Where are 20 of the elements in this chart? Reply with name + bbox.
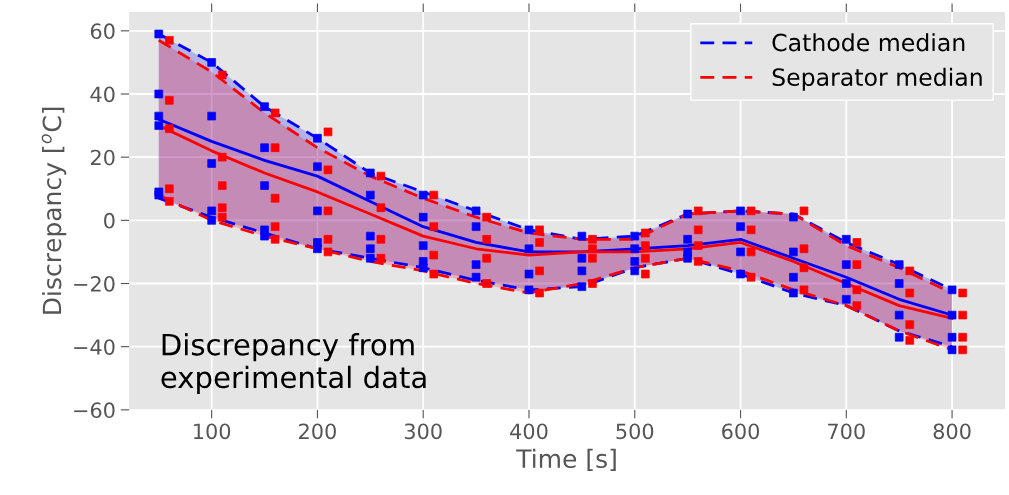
x-tick-label: 800	[933, 423, 971, 440]
x-tick-label: 300	[404, 423, 442, 440]
y-tick-label: −40	[74, 339, 115, 355]
legend-label: Cathode median	[772, 33, 965, 52]
y-tick-label: −60	[74, 402, 115, 419]
y-tick-label: 0	[104, 212, 115, 229]
x-tick-label: 700	[828, 423, 865, 440]
y-axis-title: Discrepancy [$^{o}$C]	[41, 107, 67, 314]
y-tick-label: 20	[90, 149, 115, 166]
y-tick-label: −20	[74, 275, 115, 292]
x-tick-label: 500	[616, 423, 654, 440]
legend-label: Separator median	[772, 67, 982, 91]
x-tick-label: 200	[299, 423, 336, 440]
x-tick-label: 400	[510, 423, 548, 440]
annotation: Discrepancy from experimental data	[161, 333, 426, 394]
y-tick-label: 60	[90, 23, 115, 40]
x-tick-label: 100	[194, 423, 231, 440]
x-axis-title: Time [s]	[516, 448, 616, 472]
y-tick-label: 40	[90, 86, 115, 103]
x-tick-label: 600	[722, 423, 760, 440]
